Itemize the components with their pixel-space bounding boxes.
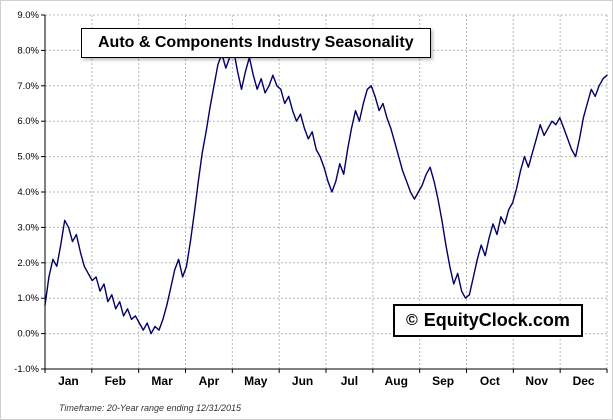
x-axis-label: Mar — [151, 374, 173, 388]
y-axis-label: 9.0% — [17, 10, 39, 21]
chart-title: Auto & Components Industry Seasonality — [81, 28, 431, 58]
y-axis-label: 8.0% — [17, 45, 39, 56]
y-axis-label: 2.0% — [17, 258, 39, 269]
seasonality-series-line — [44, 49, 608, 335]
y-axis-label: 7.0% — [17, 81, 39, 92]
equityclock-watermark: © EquityClock.com — [393, 304, 583, 337]
x-axis-label: Sep — [432, 374, 454, 388]
y-axis-label: 5.0% — [17, 152, 39, 163]
x-axis-label: Jan — [58, 374, 79, 388]
y-axis-label: -1.0% — [14, 364, 39, 375]
x-axis-label: Jun — [292, 374, 313, 388]
x-axis-label: Nov — [525, 374, 548, 388]
copyright-icon: © — [406, 311, 418, 329]
y-axis-label: 1.0% — [17, 293, 39, 304]
timeframe-footnote: Timeframe: 20-Year range ending 12/31/20… — [59, 403, 242, 413]
x-axis-label: Apr — [199, 374, 220, 388]
watermark-text: EquityClock.com — [423, 310, 570, 330]
x-axis-label: Dec — [573, 374, 595, 388]
x-axis-label: Feb — [105, 374, 126, 388]
y-axis-label: 6.0% — [17, 116, 39, 127]
x-axis-label: May — [244, 374, 268, 388]
x-axis-label: Aug — [385, 374, 408, 388]
x-axis-label: Oct — [480, 374, 500, 388]
y-axis-label: 4.0% — [17, 187, 39, 198]
x-axis-label: Jul — [341, 374, 358, 388]
y-axis-label: 3.0% — [17, 222, 39, 233]
y-axis-label: 0.0% — [17, 329, 39, 340]
